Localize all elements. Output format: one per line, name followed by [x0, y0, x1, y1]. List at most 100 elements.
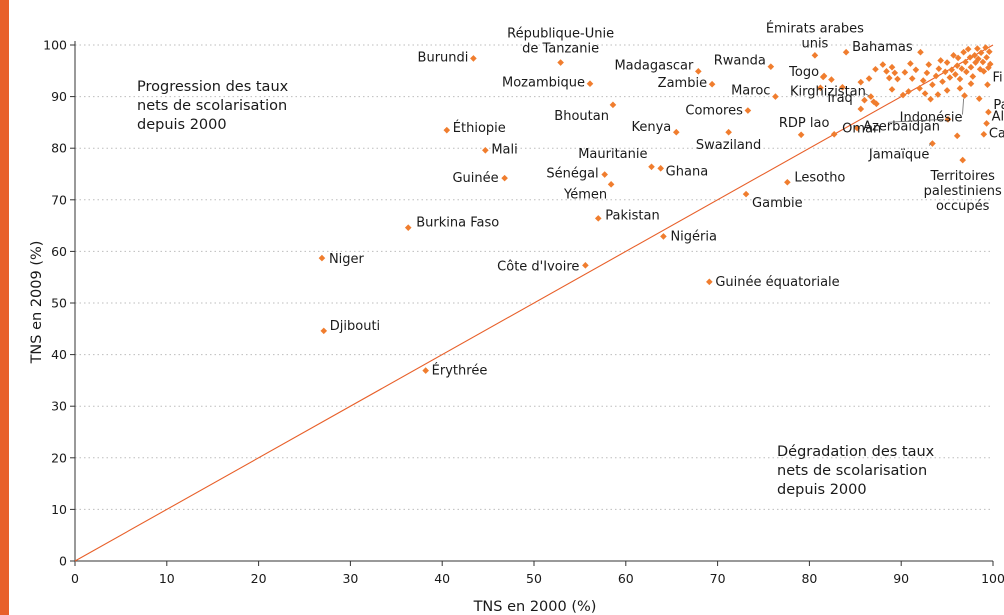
point-label: Kenya — [632, 120, 672, 135]
data-point — [943, 87, 951, 94]
data-point — [983, 54, 990, 61]
point-label: Azerbaïdjan — [863, 119, 940, 134]
point-label: Madagascar — [614, 58, 694, 73]
data-point — [708, 80, 716, 88]
point-label: Territoires — [930, 169, 996, 184]
data-point — [811, 52, 819, 59]
data-point — [954, 54, 962, 62]
data-point — [929, 81, 936, 89]
data-point — [883, 68, 890, 75]
data-point — [784, 178, 791, 186]
data-point — [972, 59, 979, 66]
x-axis-title: TNS en 2000 (%) — [473, 599, 597, 615]
point-label: Djibouti — [330, 319, 380, 334]
region-note-line: nets de scolarisation — [137, 98, 287, 114]
data-point — [872, 65, 879, 73]
data-point — [919, 77, 927, 84]
data-point — [744, 107, 752, 114]
x-tick-label: 70 — [710, 571, 726, 586]
data-point — [861, 96, 868, 104]
data-point — [977, 49, 985, 57]
y-tick-label: 40 — [51, 347, 67, 362]
data-point — [557, 59, 564, 66]
y-tick-label: 100 — [43, 38, 67, 53]
parity-line — [74, 44, 994, 562]
data-point — [925, 61, 933, 68]
data-points — [318, 44, 994, 374]
data-point — [952, 71, 959, 78]
data-point — [888, 63, 896, 71]
y-tick-label: 0 — [59, 554, 67, 569]
data-point — [975, 55, 982, 63]
y-tick-label: 80 — [51, 141, 67, 156]
point-label: Éthiopie — [453, 120, 506, 136]
data-point — [950, 52, 957, 59]
data-point — [901, 69, 909, 76]
y-tick-label: 50 — [51, 296, 67, 311]
point-label: Guinée — [452, 171, 498, 186]
data-point — [982, 44, 989, 51]
y-tick-label: 10 — [51, 502, 67, 517]
point-label: Maroc — [731, 84, 770, 99]
point-label: Lesotho — [794, 170, 845, 185]
data-point — [907, 60, 914, 67]
region-note-line: Progression des taux — [137, 79, 289, 95]
point-label: Togo — [788, 65, 819, 80]
data-point — [935, 65, 943, 73]
point-label: Érythrée — [432, 363, 488, 379]
data-point — [594, 215, 602, 222]
y-tick-label: 90 — [51, 89, 67, 104]
point-label: Par — [993, 98, 1004, 113]
data-point — [953, 62, 961, 69]
point-label: Oman — [842, 121, 881, 136]
point-label: Swaziland — [696, 138, 761, 153]
point-label: de Tanzanie — [522, 42, 599, 57]
data-point — [725, 128, 732, 136]
data-point — [839, 84, 846, 91]
point-label: Sénégal — [546, 167, 598, 182]
data-point — [607, 181, 615, 188]
data-point — [797, 131, 805, 139]
point-label: Mozambique — [502, 76, 585, 91]
region-note-line: nets de scolarisation — [777, 463, 927, 479]
point-label: République-Unie — [507, 27, 614, 42]
data-point — [891, 69, 899, 77]
data-point — [946, 74, 954, 81]
data-point — [879, 61, 887, 68]
point-label: Comores — [685, 104, 743, 119]
data-point — [963, 68, 970, 76]
point-label: Pakistan — [605, 208, 659, 223]
reference-line — [74, 44, 994, 562]
x-tick-label: 30 — [342, 571, 358, 586]
point-label: Zambie — [658, 76, 707, 91]
x-tick-label: 50 — [526, 571, 542, 586]
data-point — [927, 95, 934, 103]
data-point — [956, 75, 964, 83]
point-label: RDP lao — [779, 116, 830, 131]
data-point — [853, 124, 861, 132]
x-tick-label: 40 — [434, 571, 450, 586]
x-tick-label: 60 — [618, 571, 634, 586]
y-tick-label: 60 — [51, 244, 67, 259]
data-point — [958, 65, 966, 73]
data-point — [937, 57, 944, 64]
data-point — [921, 90, 929, 97]
point-label: Burundi — [418, 50, 469, 65]
data-point — [953, 132, 961, 140]
data-point — [979, 58, 987, 66]
x-tick-label: 0 — [71, 571, 79, 586]
data-point — [609, 101, 617, 109]
data-point — [956, 85, 964, 92]
data-point — [772, 93, 779, 100]
leader-line — [864, 93, 870, 96]
data-point — [857, 105, 865, 113]
data-point — [974, 45, 981, 52]
data-point — [742, 190, 750, 198]
point-label: Iraq — [827, 91, 852, 106]
point-label: unis — [801, 36, 828, 51]
x-tick-label: 10 — [159, 571, 175, 586]
data-point — [894, 75, 901, 83]
data-point — [648, 163, 655, 171]
data-point — [867, 93, 875, 100]
